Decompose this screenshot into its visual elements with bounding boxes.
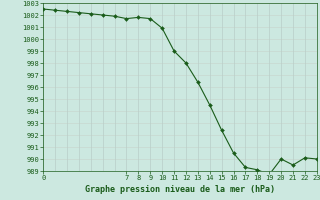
X-axis label: Graphe pression niveau de la mer (hPa): Graphe pression niveau de la mer (hPa)	[85, 185, 275, 194]
